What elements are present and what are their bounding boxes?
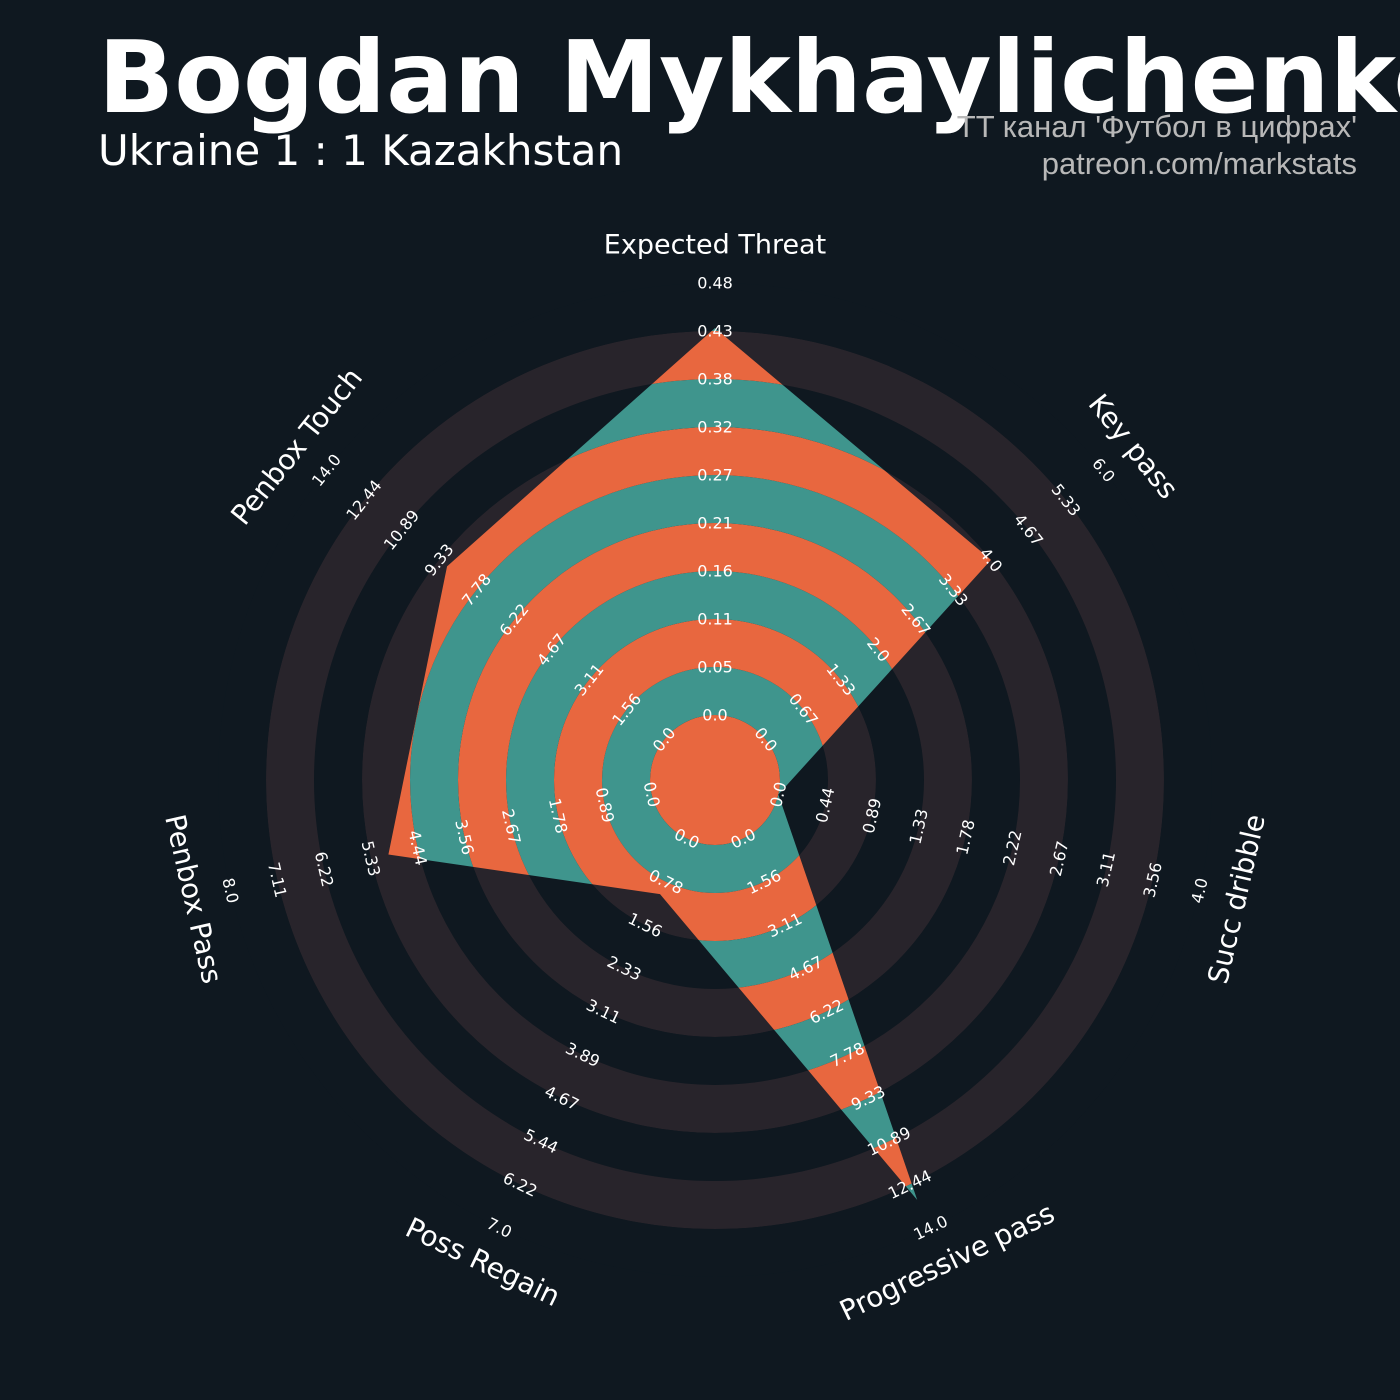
tick-label-expected-threat: 0.21 [697,514,733,533]
value-fill-band [602,667,828,893]
credit-telegram: TT канал 'Футбол в цифрах' [956,109,1357,144]
tick-label-expected-threat: 0.43 [697,322,733,341]
tick-label-expected-threat: 0.0 [702,706,727,725]
tick-label-expected-threat: 0.38 [697,370,733,389]
player-title: Bogdan Mykhaylichenko [98,19,1400,136]
param-label-penbox-pass: Penbox Pass [158,811,229,986]
tick-label-expected-threat: 0.48 [697,274,733,293]
tick-label-expected-threat: 0.16 [697,562,733,581]
param-label-succ-dribble: Succ dribble [1201,811,1272,987]
credit-patreon: patreon.com/markstats [1041,146,1357,181]
value-fill-band [554,619,876,941]
tick-label-expected-threat: 0.11 [697,610,733,629]
credits: TT канал 'Футбол в цифрах' patreon.com/m… [957,108,1357,182]
tick-label-expected-threat: 0.27 [697,466,733,485]
match-subtitle: Ukraine 1 : 1 Kazakhstan [98,126,624,175]
value-polygon [388,328,991,1200]
value-fill-center [650,715,780,845]
param-label-expected-threat: Expected Threat [604,230,826,261]
tick-label-expected-threat: 0.32 [697,418,733,437]
tick-label-expected-threat: 0.05 [697,658,733,677]
